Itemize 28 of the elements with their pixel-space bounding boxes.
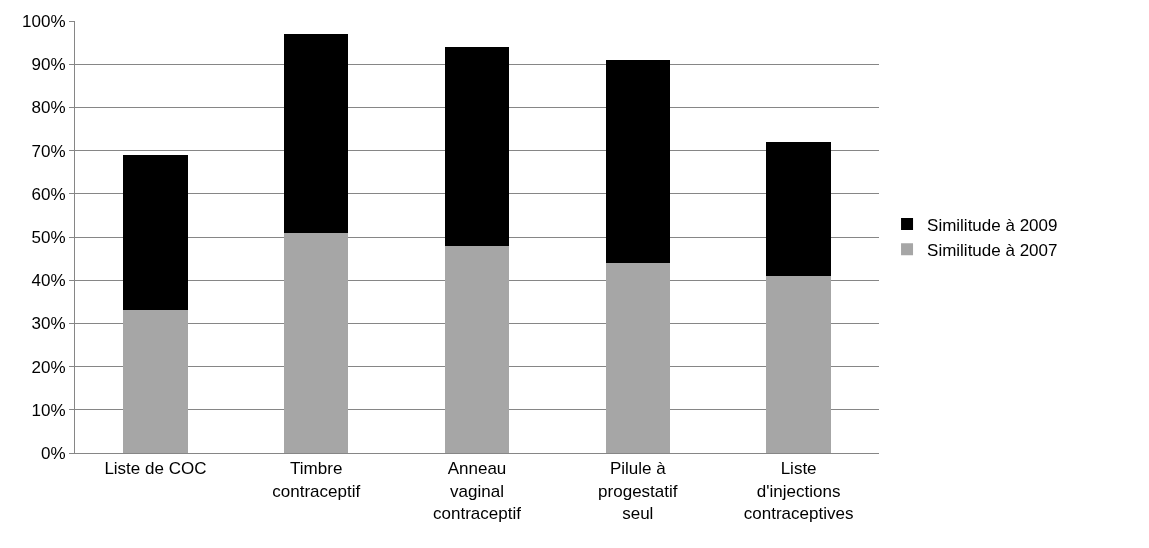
- y-tick-label: 70%: [31, 141, 66, 161]
- bar: [766, 141, 831, 276]
- y-tick-label: 10%: [31, 400, 66, 420]
- y-tick-label: 30%: [31, 314, 66, 334]
- y-tick-label: 20%: [31, 357, 66, 377]
- x-tick-label: Liste d'injections contraceptives: [743, 459, 854, 523]
- x-tick-label: Liste de COC: [104, 459, 207, 479]
- bar: [605, 262, 670, 453]
- y-tick-label: 80%: [31, 98, 66, 118]
- bar: [444, 245, 510, 453]
- bar: [123, 154, 188, 311]
- y-tick-label: 100%: [22, 11, 66, 31]
- x-tick-label: Timbre contraceptif: [272, 459, 361, 501]
- y-tick-label: 90%: [31, 55, 66, 75]
- bar: [284, 33, 349, 233]
- y-tick-label: 40%: [31, 271, 66, 291]
- bar: [605, 59, 670, 263]
- legend-label: Similitude à 2009: [927, 215, 1058, 235]
- y-tick-label: 50%: [31, 227, 66, 247]
- x-tick-label: Anneau vaginal contraceptif: [433, 459, 522, 523]
- legend-label: Similitude à 2007: [927, 240, 1058, 260]
- bar: [123, 310, 188, 453]
- y-tick-label: 60%: [31, 184, 66, 204]
- bar: [444, 46, 510, 246]
- bar: [284, 232, 349, 453]
- bar: [766, 275, 831, 453]
- x-tick-label: Pilule à progestatif seul: [598, 459, 678, 523]
- y-tick-label: 0%: [41, 443, 66, 463]
